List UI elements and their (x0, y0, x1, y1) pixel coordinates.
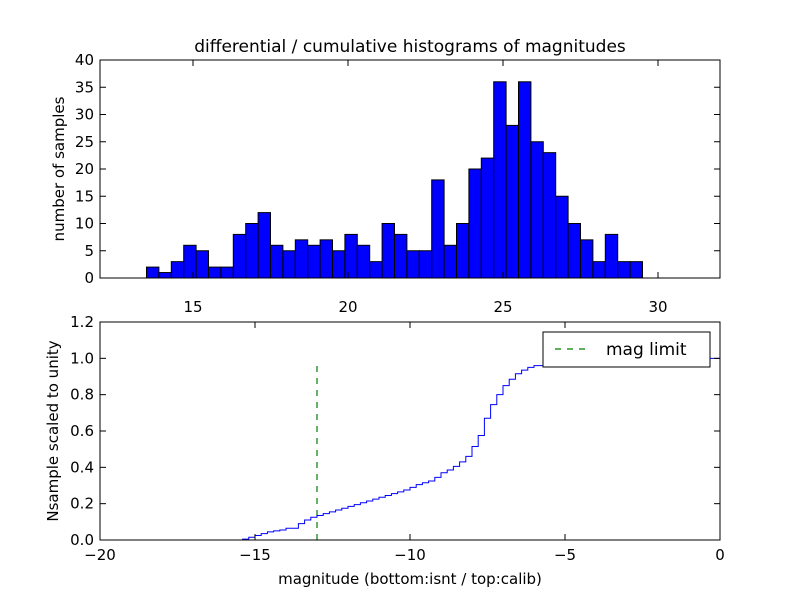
histogram-bar-4 (195, 250, 210, 279)
bottom-ytick-label-1: 0.2 (70, 495, 94, 513)
bottom-ytick-label-2: 0.4 (70, 458, 94, 476)
bottom-plot-frame (99, 321, 721, 541)
histogram-bar-19 (381, 223, 396, 279)
top-ytick-label-8: 40 (75, 51, 94, 69)
top-ytick-label-1: 5 (84, 242, 94, 260)
bottom-xtick-label-1: −15 (239, 546, 271, 564)
bottom-xtick-label-3: −5 (554, 546, 576, 564)
bottom-xtick-label-4: 0 (715, 546, 725, 564)
top-xtick-label-3: 30 (648, 298, 667, 316)
histogram-bar-24 (443, 244, 458, 279)
histogram-bar-0 (146, 266, 160, 279)
histogram-bar-30 (518, 81, 532, 279)
histogram-bar-12 (294, 239, 309, 279)
histogram-bar-10 (270, 244, 284, 279)
top-ytick-label-2: 10 (75, 215, 94, 233)
top-y-axis-label: number of samples (50, 96, 68, 241)
bottom-xtick-label-2: −10 (394, 546, 426, 564)
histogram-bar-26 (468, 168, 482, 279)
histogram-bar-6 (220, 266, 234, 279)
histogram-bar-13 (307, 244, 321, 279)
histogram-bar-1 (158, 272, 172, 279)
histogram-bar-17 (356, 244, 371, 279)
top-ytick-label-3: 15 (75, 187, 94, 205)
top-xtick-label-1: 20 (338, 298, 357, 316)
legend-label-mag-limit: mag limit (606, 340, 687, 360)
bottom-ytick-label-4: 0.8 (70, 386, 94, 404)
histogram-bar-32 (542, 152, 557, 279)
histogram-bar-15 (332, 250, 346, 279)
histogram-bar-35 (580, 239, 594, 279)
histogram-bar-3 (183, 244, 197, 279)
top-xtick-label-2: 25 (493, 298, 512, 316)
histogram-bar-33 (555, 195, 569, 279)
histogram-bar-23 (431, 179, 445, 279)
bottom-ytick-label-0: 0.0 (70, 531, 94, 549)
top-ytick-label-5: 25 (75, 133, 94, 151)
bottom-axis-ticks: 0.0 0.2 0.4 0.6 0.8 1.0 1.2 −20 −15 −10 −5 0 (70, 313, 725, 564)
histogram-bar-39 (629, 261, 643, 279)
histogram-bar-38 (617, 261, 631, 279)
top-axis-ticks: 0 5 10 15 20 25 30 35 40 15 20 25 30 (75, 51, 720, 316)
top-ytick-label-7: 35 (75, 78, 94, 96)
top-histogram-panel: differential / cumulative histograms of … (50, 37, 721, 316)
histogram-bar-28 (493, 81, 507, 279)
top-ytick-label-6: 30 (75, 106, 94, 124)
top-ytick-label-4: 20 (75, 160, 94, 178)
histogram-bars (146, 81, 643, 279)
histogram-bar-29 (505, 124, 520, 279)
histogram-bar-2 (170, 261, 185, 279)
histogram-bar-8 (245, 223, 259, 279)
histogram-bar-37 (604, 233, 619, 279)
top-chart-title: differential / cumulative histograms of … (194, 37, 626, 57)
histogram-bar-22 (418, 250, 433, 279)
top-ytick-label-0: 0 (84, 269, 94, 287)
bottom-cumulative-panel: Nsample scaled to unity magnitude (botto… (44, 313, 725, 588)
bottom-ytick-label-6: 1.2 (70, 313, 94, 331)
bottom-xtick-label-0: −20 (84, 546, 116, 564)
histogram-bar-27 (480, 157, 495, 279)
histogram-bar-9 (257, 212, 272, 279)
top-plot-frame (99, 59, 721, 279)
histogram-bar-34 (567, 223, 581, 279)
bottom-ytick-label-5: 1.0 (70, 349, 94, 367)
histogram-bar-21 (406, 250, 420, 279)
histogram-bar-11 (282, 250, 296, 279)
histogram-bar-20 (394, 233, 408, 279)
bottom-x-axis-label: magnitude (bottom:isnt / top:calib) (278, 570, 542, 588)
histogram-bar-25 (456, 223, 470, 279)
bottom-y-axis-label: Nsample scaled to unity (44, 340, 62, 521)
bottom-ytick-label-3: 0.6 (70, 422, 94, 440)
histogram-bar-16 (344, 233, 358, 279)
histogram-bar-31 (530, 141, 544, 279)
histogram-bar-36 (592, 261, 606, 279)
top-xtick-label-0: 15 (183, 298, 202, 316)
legend: mag limit (542, 331, 711, 368)
histogram-bar-14 (319, 239, 334, 279)
histogram-bar-7 (232, 233, 247, 279)
histogram-bar-5 (208, 266, 222, 279)
histogram-bar-18 (369, 261, 383, 279)
